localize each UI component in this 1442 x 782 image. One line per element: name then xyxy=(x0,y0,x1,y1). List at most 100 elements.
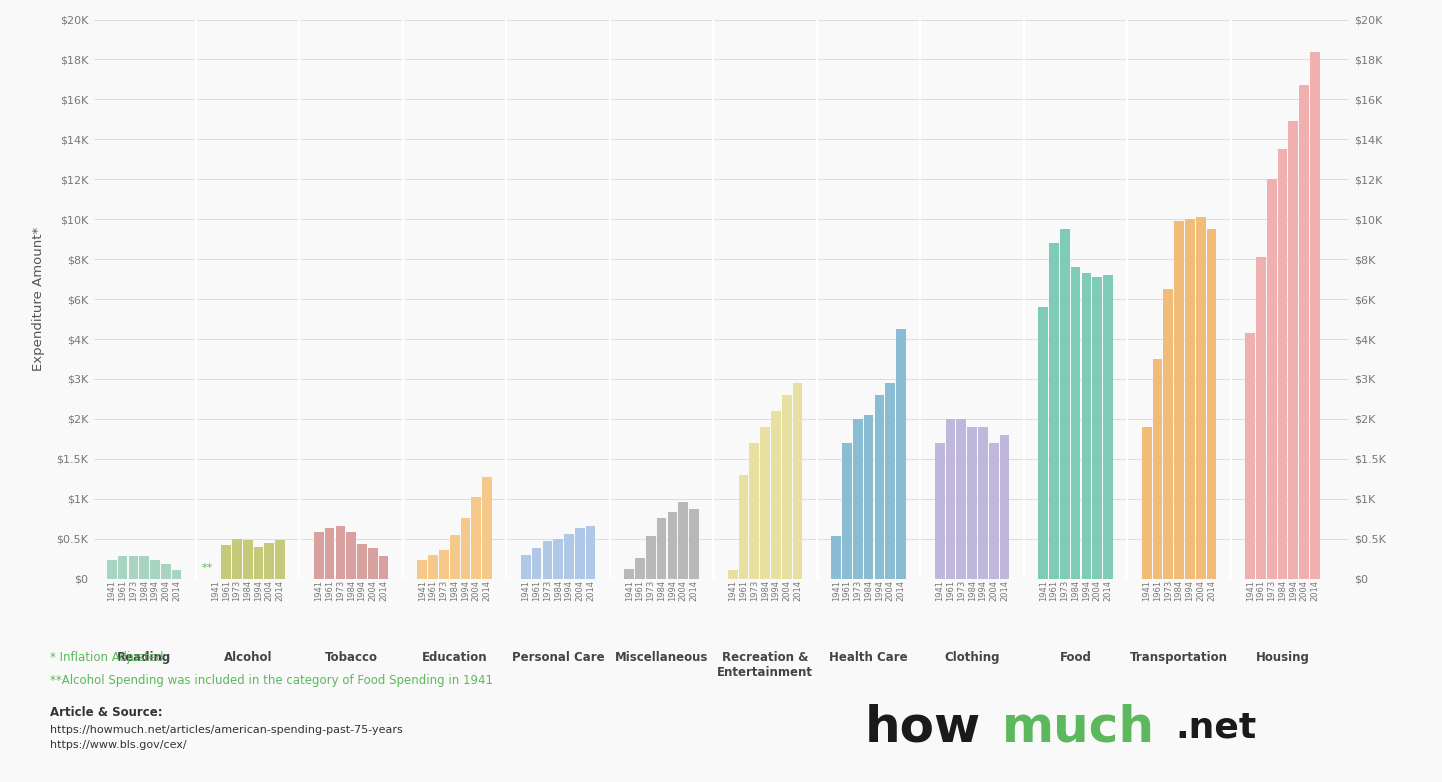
Text: Clothing: Clothing xyxy=(945,651,999,664)
Bar xyxy=(450,535,460,579)
Bar xyxy=(885,383,895,579)
Bar xyxy=(760,427,770,579)
Bar xyxy=(1103,275,1113,579)
Bar xyxy=(1142,427,1152,579)
Text: Alcohol: Alcohol xyxy=(224,651,273,664)
Bar xyxy=(842,443,852,579)
Text: Transportation: Transportation xyxy=(1131,651,1229,664)
Bar xyxy=(895,329,906,579)
Bar xyxy=(242,540,252,579)
Bar xyxy=(978,427,988,579)
Bar xyxy=(1207,229,1216,579)
Text: Personal Care: Personal Care xyxy=(512,651,604,664)
Bar xyxy=(1092,277,1102,579)
Text: much: much xyxy=(1002,703,1155,752)
Bar xyxy=(472,497,482,579)
Text: Miscellaneous: Miscellaneous xyxy=(614,651,708,664)
Text: Recreation &
Entertainment: Recreation & Entertainment xyxy=(717,651,813,679)
Bar xyxy=(656,518,666,579)
Bar xyxy=(832,536,841,579)
Bar xyxy=(542,541,552,579)
Bar xyxy=(689,509,699,579)
Text: .net: .net xyxy=(1175,710,1256,744)
Bar xyxy=(999,435,1009,579)
Bar xyxy=(140,555,149,579)
Bar xyxy=(1038,307,1048,579)
Bar xyxy=(532,547,541,579)
Bar xyxy=(946,419,956,579)
Bar xyxy=(1289,121,1298,579)
Text: how: how xyxy=(865,703,982,752)
Bar xyxy=(379,555,388,579)
Bar xyxy=(678,502,688,579)
Bar xyxy=(956,419,966,579)
Y-axis label: Expenditure Amount*: Expenditure Amount* xyxy=(32,227,45,371)
Bar xyxy=(728,570,738,579)
Bar xyxy=(1256,257,1266,579)
Bar xyxy=(874,395,884,579)
Bar xyxy=(118,555,127,579)
Bar xyxy=(968,427,978,579)
Text: Education: Education xyxy=(423,651,487,664)
Bar xyxy=(634,558,645,579)
Bar xyxy=(1174,221,1184,579)
Text: Housing: Housing xyxy=(1256,651,1309,664)
Bar xyxy=(336,526,345,579)
Bar xyxy=(554,539,562,579)
Bar xyxy=(793,383,802,579)
Bar xyxy=(771,411,780,579)
Text: Tobacco: Tobacco xyxy=(324,651,378,664)
Bar xyxy=(934,443,945,579)
Bar xyxy=(1195,217,1206,579)
Bar xyxy=(275,540,286,579)
Bar xyxy=(1299,85,1309,579)
Bar xyxy=(782,395,792,579)
Bar xyxy=(358,544,366,579)
Bar xyxy=(1278,149,1288,579)
Bar xyxy=(1185,219,1195,579)
Text: https://www.bls.gov/cex/: https://www.bls.gov/cex/ xyxy=(50,741,187,751)
Bar xyxy=(324,529,335,579)
Bar xyxy=(738,475,748,579)
Bar xyxy=(254,547,264,579)
Bar xyxy=(989,443,998,579)
Bar xyxy=(314,533,323,579)
Text: Health Care: Health Care xyxy=(829,651,908,664)
Bar xyxy=(128,556,138,579)
Bar xyxy=(646,536,656,579)
Bar xyxy=(417,561,427,579)
Bar xyxy=(564,534,574,579)
Bar xyxy=(624,569,634,579)
Bar xyxy=(1152,359,1162,579)
Bar xyxy=(864,415,874,579)
Bar xyxy=(521,554,531,579)
Bar xyxy=(585,526,596,579)
Bar xyxy=(750,443,758,579)
Bar xyxy=(438,550,448,579)
Bar xyxy=(1082,273,1092,579)
Bar xyxy=(172,570,182,579)
Bar xyxy=(1246,333,1255,579)
Bar xyxy=(1071,267,1080,579)
Text: https://howmuch.net/articles/american-spending-past-75-years: https://howmuch.net/articles/american-sp… xyxy=(50,725,404,735)
Bar xyxy=(221,545,231,579)
Text: Reading: Reading xyxy=(117,651,172,664)
Text: **Alcohol Spending was included in the category of Food Spending in 1941: **Alcohol Spending was included in the c… xyxy=(50,674,493,687)
Text: * Inflation Adjusted: * Inflation Adjusted xyxy=(50,651,164,664)
Bar xyxy=(150,559,160,579)
Bar xyxy=(346,532,356,579)
Text: Article & Source:: Article & Source: xyxy=(50,705,163,719)
Bar xyxy=(1060,229,1070,579)
Bar xyxy=(428,554,438,579)
Bar xyxy=(162,564,170,579)
Bar xyxy=(368,548,378,579)
Bar xyxy=(460,518,470,579)
Bar xyxy=(1050,243,1058,579)
Bar xyxy=(668,511,678,579)
Bar xyxy=(1268,179,1276,579)
Bar xyxy=(854,419,862,579)
Text: Food: Food xyxy=(1060,651,1092,664)
Bar xyxy=(232,539,242,579)
Bar xyxy=(482,477,492,579)
Bar xyxy=(264,543,274,579)
